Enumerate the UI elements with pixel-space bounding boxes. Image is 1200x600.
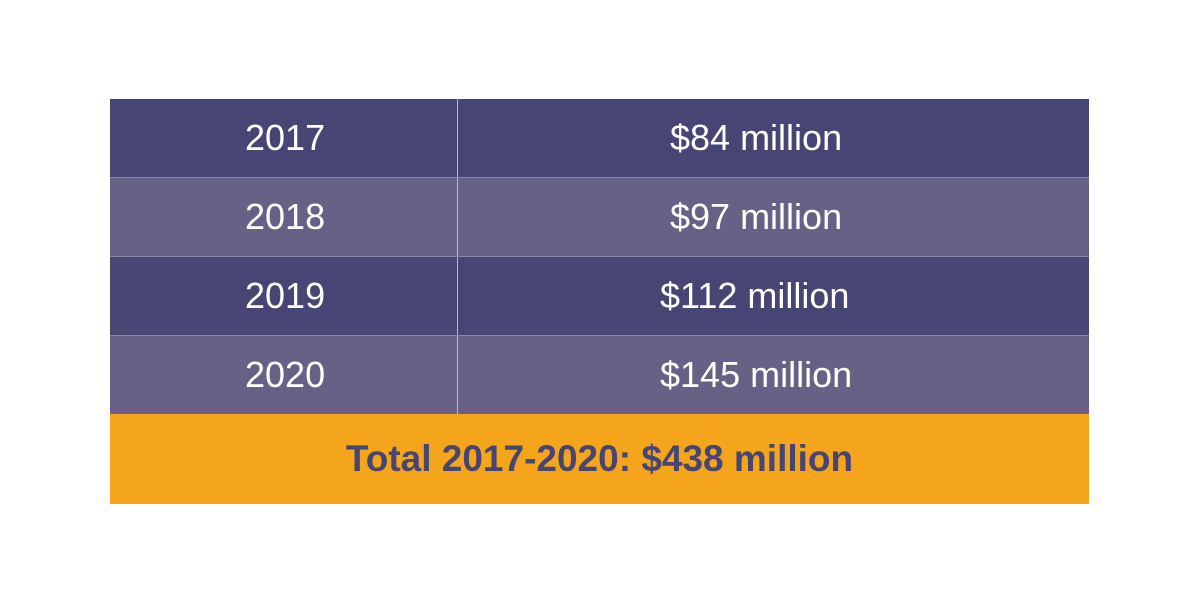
year-cell: 2018 bbox=[110, 178, 458, 256]
table-row: 2019 $112 million bbox=[110, 256, 1089, 335]
funding-table: 2017 $84 million 2018 $97 million 2019 $… bbox=[110, 99, 1089, 504]
table-row: 2020 $145 million bbox=[110, 335, 1089, 414]
year-cell: 2020 bbox=[110, 336, 458, 414]
amount-cell: $97 million bbox=[670, 196, 843, 237]
table-row: 2018 $97 million bbox=[110, 177, 1089, 256]
year-cell: 2017 bbox=[110, 99, 458, 177]
amount-cell: $112 million bbox=[660, 275, 850, 316]
year-cell: 2019 bbox=[110, 257, 458, 335]
amount-cell: $84 million bbox=[670, 117, 843, 158]
total-row: Total 2017-2020: $438 million bbox=[110, 414, 1089, 504]
table-row: 2017 $84 million bbox=[110, 99, 1089, 177]
amount-cell: $145 million bbox=[660, 354, 853, 395]
